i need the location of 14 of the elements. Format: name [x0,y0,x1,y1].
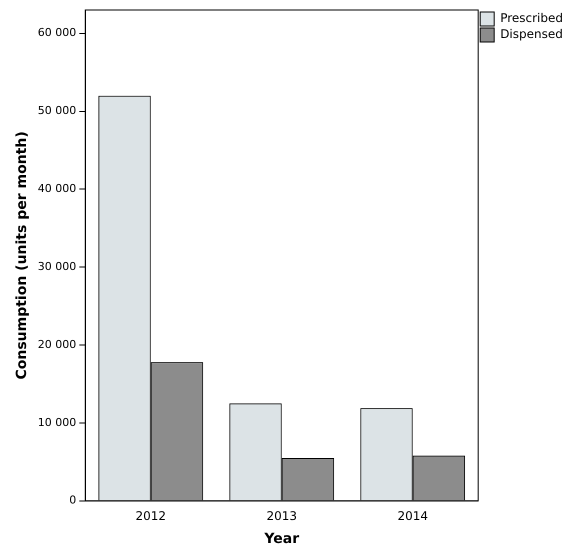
legend-label: Prescribed [500,11,563,26]
x-tick-label: 2014 [397,509,428,524]
y-tick-label: 0 [69,494,76,507]
y-tick-label: 20 000 [38,338,76,351]
y-tick-label: 10 000 [38,416,76,429]
x-tick-label: 2013 [266,509,298,524]
x-axis-title: Year [263,531,300,548]
y-tick-label: 60 000 [38,26,76,40]
y-tick-label: 30 000 [38,260,76,273]
y-tick-label: 50 000 [38,104,76,118]
y-tick-label: 40 000 [38,182,76,196]
x-tick-label: 2012 [136,509,166,524]
y-axis-title: Consumption (units per month) [14,131,30,380]
legend-label: Dispensed [500,27,563,42]
